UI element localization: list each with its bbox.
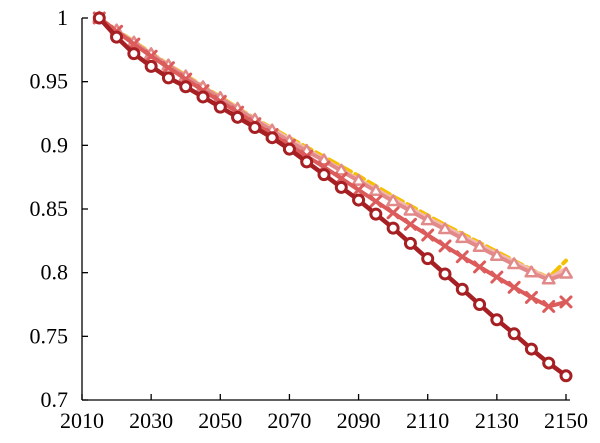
data-point <box>542 356 556 370</box>
data-point <box>438 239 452 253</box>
y-tick-label: 0.8 <box>41 260 69 285</box>
data-point <box>455 231 470 244</box>
series-line <box>97 16 568 282</box>
data-point <box>369 207 383 221</box>
data-point <box>490 270 504 284</box>
data-point <box>438 222 452 235</box>
data-point <box>489 248 504 261</box>
x-tick-label: 2110 <box>406 408 449 433</box>
data-point <box>559 295 573 309</box>
data-point <box>473 260 487 274</box>
x-tick-label: 2150 <box>544 408 588 433</box>
data-point <box>386 221 400 235</box>
data-point <box>317 153 331 166</box>
data-point <box>403 203 418 216</box>
data-point <box>352 183 366 197</box>
data-point <box>455 282 469 296</box>
data-point <box>438 267 452 281</box>
series-line <box>97 16 568 281</box>
data-point <box>231 110 245 124</box>
data-point <box>334 180 348 194</box>
y-tick-label: 0.9 <box>41 132 69 157</box>
data-point <box>403 236 417 250</box>
y-tick-label: 0.75 <box>30 323 69 348</box>
data-point <box>368 183 383 197</box>
data-point <box>421 228 435 242</box>
series-0 <box>97 16 568 280</box>
series-line <box>97 16 568 309</box>
data-point <box>213 100 227 114</box>
data-point <box>386 194 401 207</box>
data-point <box>473 298 487 311</box>
x-tick-label: 2090 <box>337 408 381 433</box>
series-4 <box>92 11 573 383</box>
data-point <box>559 266 573 279</box>
x-tick-label: 2070 <box>267 408 311 433</box>
x-tick-label: 2130 <box>475 408 519 433</box>
data-point <box>541 272 556 285</box>
series-line <box>97 16 568 280</box>
data-point <box>490 313 504 327</box>
data-point <box>110 30 124 44</box>
data-point <box>472 239 487 253</box>
y-tick-label: 0.85 <box>30 196 69 221</box>
data-point <box>282 142 296 156</box>
axes <box>81 18 570 401</box>
data-point <box>127 47 141 61</box>
data-point <box>542 299 556 313</box>
data-point <box>351 173 366 186</box>
y-tick-label: 0.95 <box>30 69 69 94</box>
data-point <box>559 369 573 383</box>
data-point <box>144 49 158 63</box>
series-line <box>97 15 569 379</box>
series-1 <box>97 16 568 281</box>
series-group <box>92 10 573 383</box>
data-point <box>420 213 435 226</box>
data-point <box>507 280 521 294</box>
data-point <box>196 90 210 104</box>
data-point <box>507 327 521 341</box>
x-tick-label: 2050 <box>198 408 242 433</box>
data-point <box>369 194 383 208</box>
data-point <box>455 250 469 264</box>
data-point <box>524 342 538 356</box>
data-point <box>179 80 193 94</box>
series-2 <box>92 10 573 285</box>
data-point <box>161 71 175 85</box>
data-point <box>386 206 400 220</box>
data-point <box>421 252 435 266</box>
x-tick-label: 2030 <box>129 408 173 433</box>
data-point <box>507 257 522 270</box>
data-point <box>248 121 262 135</box>
data-point <box>144 59 158 73</box>
data-point <box>524 290 538 304</box>
x-tick-group: 2010 2030 2050 2070 2090 2110 2130 2150 <box>60 394 588 433</box>
y-tick-label: 0.7 <box>41 387 69 412</box>
data-point <box>352 193 366 207</box>
data-point <box>524 265 539 278</box>
y-tick-group: 0.7 0.75 0.8 0.85 0.9 0.95 1 <box>30 5 88 412</box>
y-tick-label: 1 <box>57 5 68 30</box>
data-point <box>403 217 417 231</box>
data-point <box>92 11 106 25</box>
x-tick-label: 2010 <box>60 408 104 433</box>
data-point <box>161 61 175 75</box>
data-point <box>300 155 314 169</box>
data-point <box>317 168 331 182</box>
data-point <box>334 163 349 176</box>
data-point <box>265 131 279 145</box>
